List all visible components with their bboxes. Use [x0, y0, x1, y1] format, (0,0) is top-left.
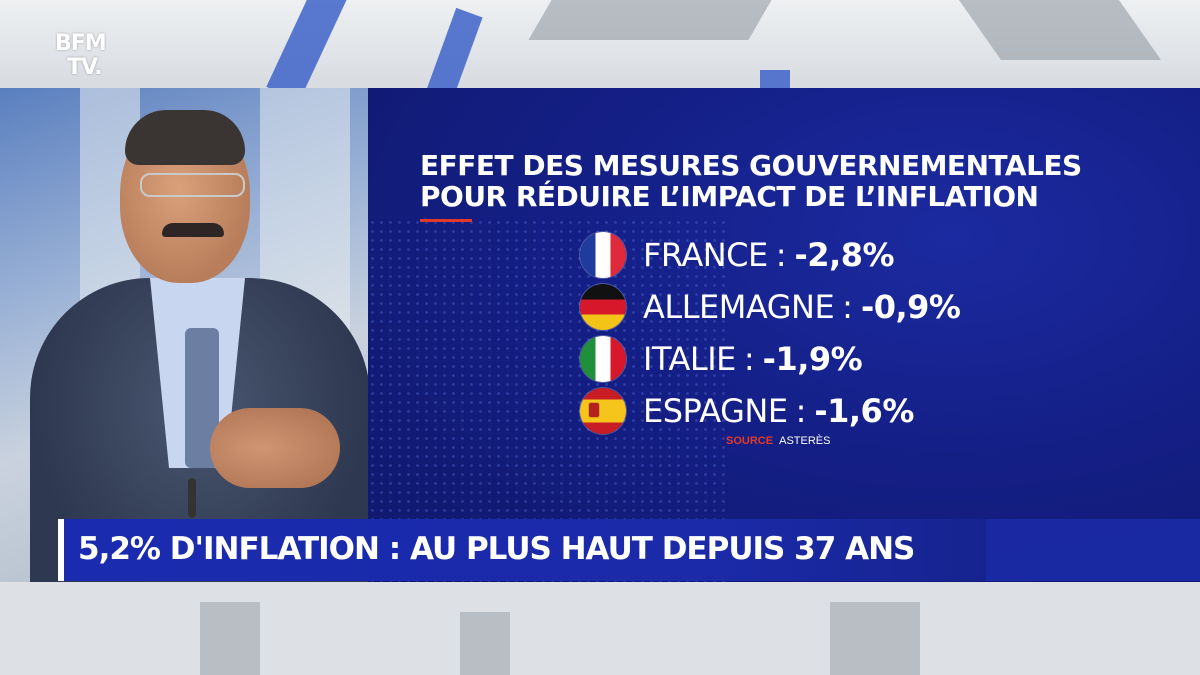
- country-label: FRANCE: [643, 236, 768, 274]
- country-label: ESPAGNE: [643, 392, 788, 430]
- background-shape: [528, 0, 772, 40]
- infographic-title: EFFET DES MESURES GOUVERNEMENTALES POUR …: [420, 150, 1180, 212]
- presenter-mustache: [162, 223, 224, 237]
- france-flag-icon: [580, 232, 626, 278]
- separator: :: [842, 288, 853, 326]
- title-accent-bar: [420, 219, 472, 222]
- source-credit: SOURCE ASTERÈS: [726, 435, 830, 447]
- country-value: -1,6%: [814, 392, 914, 430]
- country-row-france: FRANCE : -2,8%: [580, 230, 895, 280]
- country-value: -1,9%: [762, 340, 863, 378]
- presenter-hair: [125, 110, 245, 165]
- presenter-video: [0, 88, 368, 582]
- headline-text: 5,2% D'INFLATION : AU PLUS HAUT DEPUIS 3…: [78, 531, 915, 567]
- country-row-germany: ALLEMAGNE : -0,9%: [580, 282, 961, 332]
- studio-floor: [0, 582, 1200, 675]
- presenter-hand: [210, 408, 340, 488]
- microphone-icon: [188, 478, 196, 518]
- country-label: ITALIE: [643, 340, 736, 378]
- country-value: -0,9%: [860, 288, 961, 326]
- spain-flag-icon: [580, 388, 626, 434]
- presenter-glasses: [140, 173, 245, 197]
- separator: :: [795, 392, 807, 430]
- italy-flag-icon: [580, 336, 626, 382]
- separator: :: [775, 236, 787, 274]
- title-line-1: EFFET DES MESURES GOUVERNEMENTALES: [420, 149, 1082, 182]
- logo-line1: BFM: [55, 31, 107, 56]
- country-label: ALLEMAGNE: [643, 288, 835, 326]
- title-line-2: POUR RÉDUIRE L’IMPACT DE L’INFLATION: [420, 180, 1039, 213]
- infographic-panel: EFFET DES MESURES GOUVERNEMENTALES POUR …: [368, 88, 1200, 582]
- channel-logo: BFM TV.: [55, 32, 117, 82]
- background-stripe: [266, 0, 350, 102]
- country-row-italy: ITALIE : -1,9%: [580, 334, 863, 384]
- headline-banner: 5,2% D'INFLATION : AU PLUS HAUT DEPUIS 3…: [58, 519, 986, 581]
- country-value: -2,8%: [794, 236, 895, 274]
- separator: :: [743, 340, 755, 378]
- source-name: ASTERÈS: [779, 435, 831, 447]
- germany-flag-icon: [580, 284, 626, 330]
- banner-extension: [986, 519, 1200, 581]
- country-row-spain: ESPAGNE : -1,6%: [580, 386, 914, 436]
- source-label: SOURCE: [726, 435, 774, 447]
- logo-line2: TV.: [67, 55, 103, 80]
- background-shape: [958, 0, 1162, 60]
- background-stripe: [760, 70, 790, 90]
